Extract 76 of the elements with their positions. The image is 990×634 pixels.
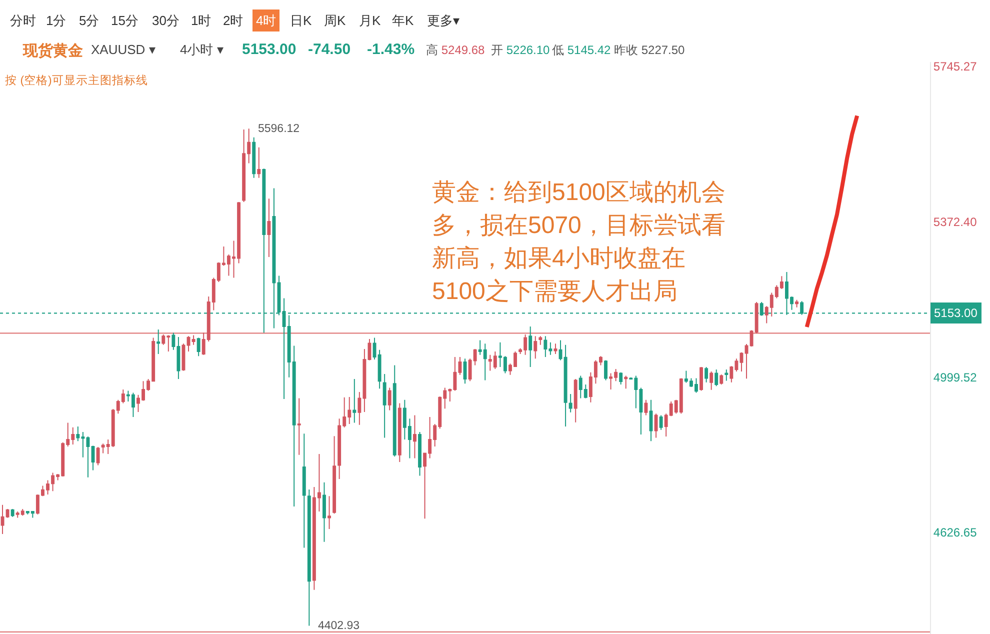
candlestick (724, 368, 728, 382)
candlestick (659, 414, 663, 430)
text: 15分 (111, 13, 138, 28)
candlestick (352, 378, 356, 424)
candlestick (91, 445, 95, 471)
candlestick (368, 338, 372, 361)
text: 4小时 ▾ (180, 42, 224, 57)
text: 更多▾ (427, 13, 460, 28)
annotation: 按 (空格)可显示主图指标线 (5, 73, 148, 87)
candlestick (156, 328, 160, 355)
candlestick (619, 372, 623, 385)
y-tick-label: 5372.40 (933, 215, 978, 230)
text: 昨收 5227.50 (614, 43, 686, 57)
candlestick (418, 431, 422, 476)
chart-title: 现货黄金 (22, 42, 83, 60)
text: 5153.00 (242, 41, 296, 58)
text: 周K (324, 13, 346, 28)
candlestick (704, 366, 708, 383)
candlestick (574, 378, 578, 423)
candlestick (654, 413, 658, 438)
candlestick (10, 508, 14, 518)
text: 开 5226.10 (491, 43, 550, 57)
text: 30分 (152, 13, 180, 28)
ref-line-label: 5153.00 (934, 306, 978, 320)
candlestick (554, 343, 558, 355)
candlestick (297, 398, 301, 456)
annotation: 黄金：给到5100区域的机会 (432, 179, 726, 206)
candlestick (398, 402, 402, 462)
text: 1时 (191, 13, 212, 28)
candlestick (322, 482, 326, 542)
text: -74.50 (308, 41, 351, 58)
candlestick (257, 146, 261, 178)
text: 2时 (223, 13, 244, 28)
text: 月K (359, 13, 381, 28)
candlestick (649, 399, 653, 442)
text: 低 5145.42 (552, 43, 612, 57)
text: 4时 (256, 13, 276, 28)
candlestick (795, 299, 799, 308)
text: 分时 (10, 13, 36, 28)
candlestick (252, 136, 256, 178)
candlestick (528, 326, 532, 368)
candlestick (196, 337, 200, 357)
text: 高 5249.68 (426, 43, 486, 57)
text: 日K (290, 13, 312, 28)
text: -1.43% (367, 41, 415, 58)
candlestick (534, 336, 538, 360)
annotation: 4402.93 (318, 620, 360, 632)
candlestick (267, 198, 271, 258)
candlestick (463, 358, 467, 384)
candlestick (644, 399, 648, 416)
candlestick (392, 364, 396, 458)
text: 年K (392, 13, 414, 28)
y-tick-label: 4626.65 (933, 526, 978, 540)
candlestick (328, 496, 331, 530)
text: 5分 (79, 13, 100, 28)
candlestick (604, 360, 608, 381)
candlestick (710, 371, 714, 390)
y-tick-label: 5745.27 (933, 60, 978, 74)
text: 1分 (46, 13, 66, 28)
candlestick (96, 446, 100, 466)
annotation: 5100之下需要人才出局 (432, 278, 678, 305)
annotation: 多，损在5070，目标尝试看 (432, 212, 726, 239)
annotation: 5596.12 (258, 123, 300, 135)
candlestick (720, 374, 724, 385)
candlestick (714, 368, 718, 387)
text: XAUUSD ▾ (91, 42, 156, 57)
y-tick-label: 4999.52 (933, 370, 978, 384)
line-series (804, 114, 860, 329)
candlestick (740, 352, 744, 372)
candlestick (382, 374, 386, 438)
annotation: 新高，如果4小时收盘在 (432, 245, 686, 272)
candlestick (388, 387, 392, 411)
candlestick (700, 366, 703, 392)
candlestick (538, 336, 542, 346)
candlestick (624, 375, 628, 390)
candlestick (413, 414, 416, 459)
